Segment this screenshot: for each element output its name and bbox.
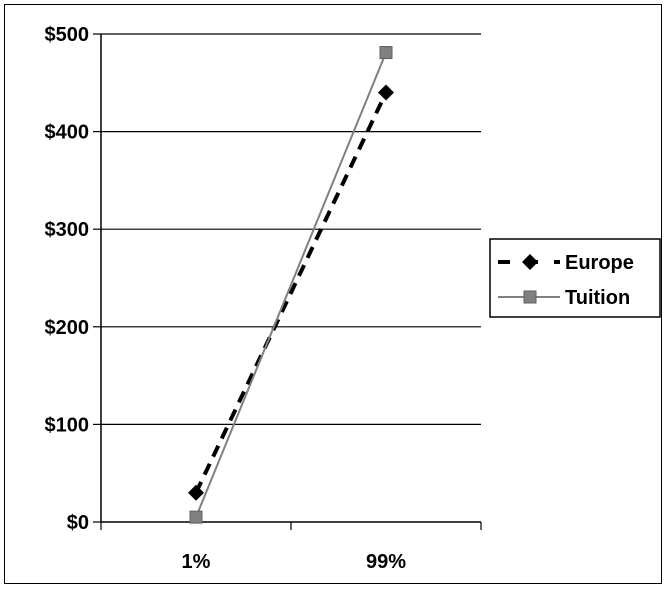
axes <box>100 34 481 523</box>
gridlines <box>101 33 481 425</box>
data-point-europe <box>188 484 204 501</box>
y-tick-label: $100 <box>45 414 90 436</box>
legend-label-europe: Europe <box>565 252 634 274</box>
legend: Europe Tuition <box>489 238 661 318</box>
data-point-tuition <box>379 46 393 60</box>
data-point-europe <box>378 84 394 101</box>
y-tick-label: $200 <box>45 317 90 339</box>
x-tick-label: 1% <box>182 551 211 573</box>
legend-box <box>489 238 661 318</box>
legend-marker-tuition <box>523 290 537 304</box>
x-axis-ticks: 1% 99% <box>100 522 482 573</box>
series-line-europe <box>194 91 388 494</box>
legend-marker-europe <box>522 254 538 270</box>
series-layer <box>188 46 394 524</box>
y-axis-ticks: $0 $100 $200 $300 $400 $500 <box>45 24 101 534</box>
series-line-tuition <box>195 52 387 518</box>
x-tick-label: 99% <box>366 551 406 573</box>
y-tick-label: $400 <box>45 122 90 144</box>
data-point-tuition <box>189 510 203 524</box>
y-tick-label: $0 <box>67 512 89 534</box>
legend-label-tuition: Tuition <box>565 287 630 309</box>
y-tick-label: $500 <box>45 24 90 46</box>
y-tick-label: $300 <box>45 219 90 241</box>
